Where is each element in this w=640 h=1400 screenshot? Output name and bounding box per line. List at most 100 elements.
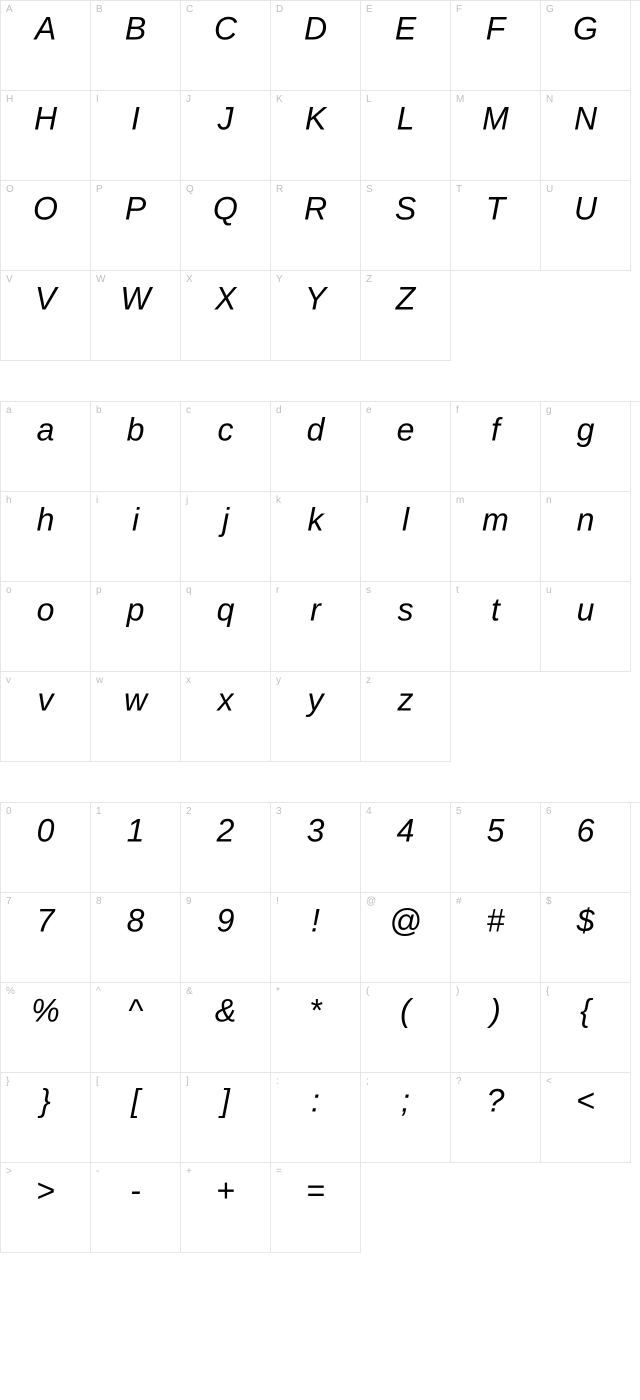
- glyph-cell: GG: [541, 1, 631, 91]
- glyph-cell: QQ: [181, 181, 271, 271]
- glyph-label: %: [6, 986, 15, 997]
- glyph-cell: YY: [271, 271, 361, 361]
- glyph-character: n: [577, 502, 595, 539]
- glyph-cell: MM: [451, 91, 541, 181]
- glyph-cell: 55: [451, 803, 541, 893]
- glyph-cell: zz: [361, 672, 451, 762]
- glyph-cell: 11: [91, 803, 181, 893]
- glyph-cell: &&: [181, 983, 271, 1073]
- glyph-character: C: [214, 11, 237, 48]
- glyph-character: 6: [577, 813, 595, 850]
- glyph-label: f: [456, 405, 459, 416]
- glyph-cell: uu: [541, 582, 631, 672]
- glyph-label: Q: [186, 184, 194, 195]
- glyph-label: @: [366, 896, 376, 907]
- glyph-character: j: [222, 502, 229, 539]
- glyph-label: P: [96, 184, 103, 195]
- glyph-cell: gg: [541, 402, 631, 492]
- glyph-character: 5: [487, 813, 505, 850]
- glyph-character: ?: [487, 1083, 505, 1120]
- glyph-cell: cc: [181, 402, 271, 492]
- glyph-character: (: [400, 993, 411, 1030]
- glyph-character: l: [402, 502, 409, 539]
- glyph-cell: ee: [361, 402, 451, 492]
- glyph-character: ^: [128, 993, 143, 1030]
- glyph-cell: UU: [541, 181, 631, 271]
- glyph-character: W: [120, 281, 150, 318]
- glyph-cell: ((: [361, 983, 451, 1073]
- glyph-label: H: [6, 94, 13, 105]
- character-map: AABBCCDDEEFFGGHHIIJJKKLLMMNNOOPPQQRRSSTT…: [0, 0, 640, 1253]
- glyph-cell: ff: [451, 402, 541, 492]
- glyph-cell: mm: [451, 492, 541, 582]
- glyph-cell: ==: [271, 1163, 361, 1253]
- glyph-cell: WW: [91, 271, 181, 361]
- glyph-cell: oo: [1, 582, 91, 672]
- glyph-cell: AA: [1, 1, 91, 91]
- glyph-character: y: [308, 682, 324, 719]
- glyph-label: -: [96, 1166, 99, 1177]
- glyph-cell: 99: [181, 893, 271, 983]
- glyph-character: m: [482, 502, 509, 539]
- glyph-label: [: [96, 1076, 99, 1087]
- glyph-cell: --: [91, 1163, 181, 1253]
- glyph-character: -: [130, 1173, 141, 1210]
- glyph-label: M: [456, 94, 464, 105]
- glyph-label: &: [186, 986, 193, 997]
- glyph-label: K: [276, 94, 283, 105]
- glyph-character: M: [482, 101, 509, 138]
- glyph-label: 5: [456, 806, 462, 817]
- glyph-cell: jj: [181, 492, 271, 582]
- glyph-label: >: [6, 1166, 12, 1177]
- glyph-label: x: [186, 675, 191, 686]
- glyph-label: :: [276, 1076, 279, 1087]
- glyph-character: J: [218, 101, 234, 138]
- glyph-cell: BB: [91, 1, 181, 91]
- glyph-cell: !!: [271, 893, 361, 983]
- glyph-label: o: [6, 585, 12, 596]
- glyph-cell: 22: [181, 803, 271, 893]
- glyph-label: {: [546, 986, 549, 997]
- glyph-label: T: [456, 184, 462, 195]
- glyph-character: c: [218, 412, 234, 449]
- glyph-label: V: [6, 274, 13, 285]
- glyph-cell: NN: [541, 91, 631, 181]
- glyph-cell: ??: [451, 1073, 541, 1163]
- glyph-cell: tt: [451, 582, 541, 672]
- glyph-label: w: [96, 675, 103, 686]
- glyph-label: 4: [366, 806, 372, 817]
- glyph-cell: ++: [181, 1163, 271, 1253]
- glyph-label: 0: [6, 806, 12, 817]
- glyph-cell: )): [451, 983, 541, 1073]
- glyph-cell: FF: [451, 1, 541, 91]
- glyph-label: <: [546, 1076, 552, 1087]
- glyph-cell: kk: [271, 492, 361, 582]
- glyph-character: d: [307, 412, 325, 449]
- glyph-label: N: [546, 94, 553, 105]
- glyph-cell: ww: [91, 672, 181, 762]
- glyph-label: (: [366, 986, 369, 997]
- glyph-character: v: [38, 682, 54, 719]
- glyph-cell-empty: [451, 672, 541, 762]
- glyph-character: I: [131, 101, 140, 138]
- glyph-label: u: [546, 585, 552, 596]
- glyph-character: 1: [127, 813, 145, 850]
- glyph-cell: yy: [271, 672, 361, 762]
- glyph-cell: JJ: [181, 91, 271, 181]
- glyph-character: 7: [37, 903, 55, 940]
- glyph-character: S: [395, 191, 416, 228]
- glyph-character: u: [577, 592, 595, 629]
- glyph-cell: nn: [541, 492, 631, 582]
- glyph-character: +: [216, 1173, 235, 1210]
- glyph-character: h: [37, 502, 55, 539]
- glyph-label: L: [366, 94, 372, 105]
- glyph-cell: 44: [361, 803, 451, 893]
- glyph-character: :: [311, 1083, 320, 1120]
- glyph-label: !: [276, 896, 279, 907]
- glyph-cell: ::: [271, 1073, 361, 1163]
- glyph-cell: rr: [271, 582, 361, 672]
- glyph-label: 3: [276, 806, 282, 817]
- glyph-label: W: [96, 274, 105, 285]
- glyph-character: ): [490, 993, 501, 1030]
- glyph-character: Y: [305, 281, 326, 318]
